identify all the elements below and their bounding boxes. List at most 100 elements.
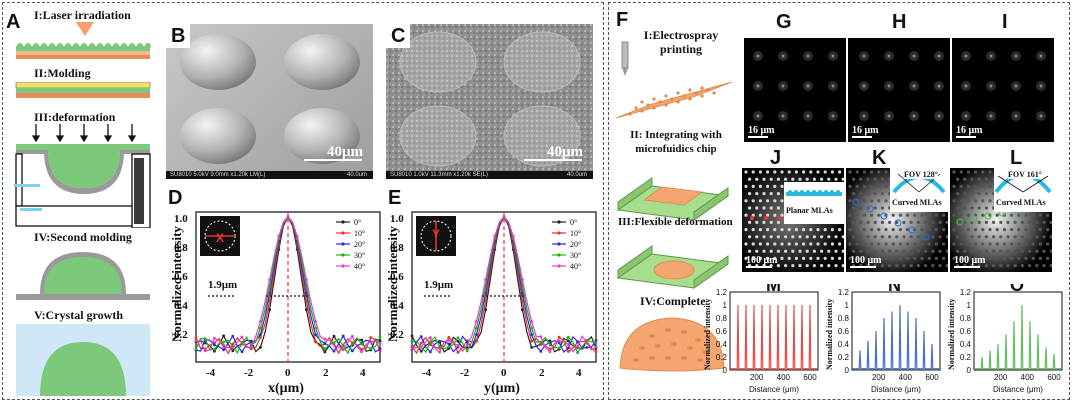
array-dot [984,220,988,224]
array-dot [1049,264,1052,268]
array-dot [848,256,852,260]
step-complete: IV:Complete [640,294,706,308]
series-3-point [447,345,451,349]
array-dot [906,242,910,246]
series-3-point [465,349,469,353]
legend-marker-4 [341,264,345,268]
sem-footer-scale-b: 40.0um [346,172,367,178]
array-dot [1006,249,1010,253]
array-dot [852,192,856,196]
array-dot [1010,228,1014,232]
array-dot [974,170,978,174]
lens-spot-center [887,54,891,58]
array-dot [959,170,963,174]
series-4-point [419,345,423,349]
array-dot [977,220,981,224]
array-dot [855,213,859,217]
curved-label-k: Curved MLAs [892,198,942,207]
array-dot [995,242,999,246]
series-0-point [332,334,336,338]
array-dot [924,249,928,253]
series-0-point [305,308,308,312]
array-dot [1024,242,1028,246]
series-3-point [557,346,561,350]
legend-marker-2 [341,242,345,246]
profile-marker [984,212,992,220]
xtick-d-m4: -4 [206,367,216,379]
ytick-e-10: 1.0 [390,213,404,225]
ytick-label: 0.6 [838,327,850,336]
series-4-point [447,338,451,342]
panel-label-g: G [776,11,792,33]
array-dot [787,228,791,232]
array-dot [866,220,870,224]
series-2-point [539,350,543,353]
profile-marker [956,218,964,226]
lens-spot-center [1014,114,1018,118]
array-dot [766,228,770,232]
step-flexible-deformation: III:Flexible deformation [618,216,733,228]
array-dot [1035,264,1039,268]
array-dot [812,235,816,239]
ytick-label: 0.4 [960,340,972,349]
series-3-point [360,342,363,346]
array-dot [1046,242,1050,246]
microscope-image-i: 16 μm [952,38,1054,142]
array-dot [812,249,816,253]
array-dot [798,235,802,239]
array-dot [769,192,773,196]
series-4-point [576,344,579,348]
array-dot [751,170,755,174]
xtick-label: 400 [899,373,913,382]
flexible-deformation-diagram [616,245,730,289]
array-dot [1002,242,1006,246]
array-dot [859,249,863,253]
lens-spot-center [937,54,941,58]
array-dot [784,249,788,253]
array-dot [762,177,766,181]
sem-footer-b: SU8010 5.0kV 9.0mm x1.20k LM(L) 40.0um [166,171,373,179]
array-dot [823,228,827,232]
array-dot [805,264,809,268]
array-dot [970,192,974,196]
series-2-point [585,346,589,349]
ytick-label: 0.6 [716,327,728,336]
array-dot [920,228,924,232]
array-dot [855,228,859,232]
array-dot [902,249,906,253]
series-2-point [259,333,262,337]
legend-marker-0 [341,220,345,224]
array-dot [762,192,766,196]
array-dot [1020,264,1024,268]
array-dot [1028,235,1032,239]
array-dot [999,220,1003,224]
ylabel-d: Normalized intensity [169,226,184,342]
array-dot [748,206,752,210]
series-3-point [332,341,336,344]
ytick-label: 0 [845,366,850,375]
array-dot [970,249,974,253]
array-dot [780,170,784,174]
array-dot [977,192,981,196]
array-dot [823,242,827,246]
array-dot [812,264,816,268]
series-2-point [576,340,579,344]
series-0-point [323,350,327,354]
series-2-point [438,339,441,343]
array-dot [963,220,967,224]
lens-spot-center [862,54,866,58]
microfluidics-chip-diagram [616,177,730,221]
array-dot [809,170,813,174]
series-1-point [378,349,382,353]
array-dot [1049,235,1052,239]
series-4-point [548,350,552,354]
series-4-point [213,336,216,340]
legend-marker-2 [557,242,561,246]
lens-spot-center [912,114,916,118]
series-4-point [539,335,543,339]
array-dot [956,206,960,210]
array-dot [748,192,752,196]
series-0-point [530,346,533,349]
intensity-plot-e: Normalized intensity y(μm) 0.2 0.4 0.6 0… [385,211,598,396]
array-dot [780,256,784,260]
